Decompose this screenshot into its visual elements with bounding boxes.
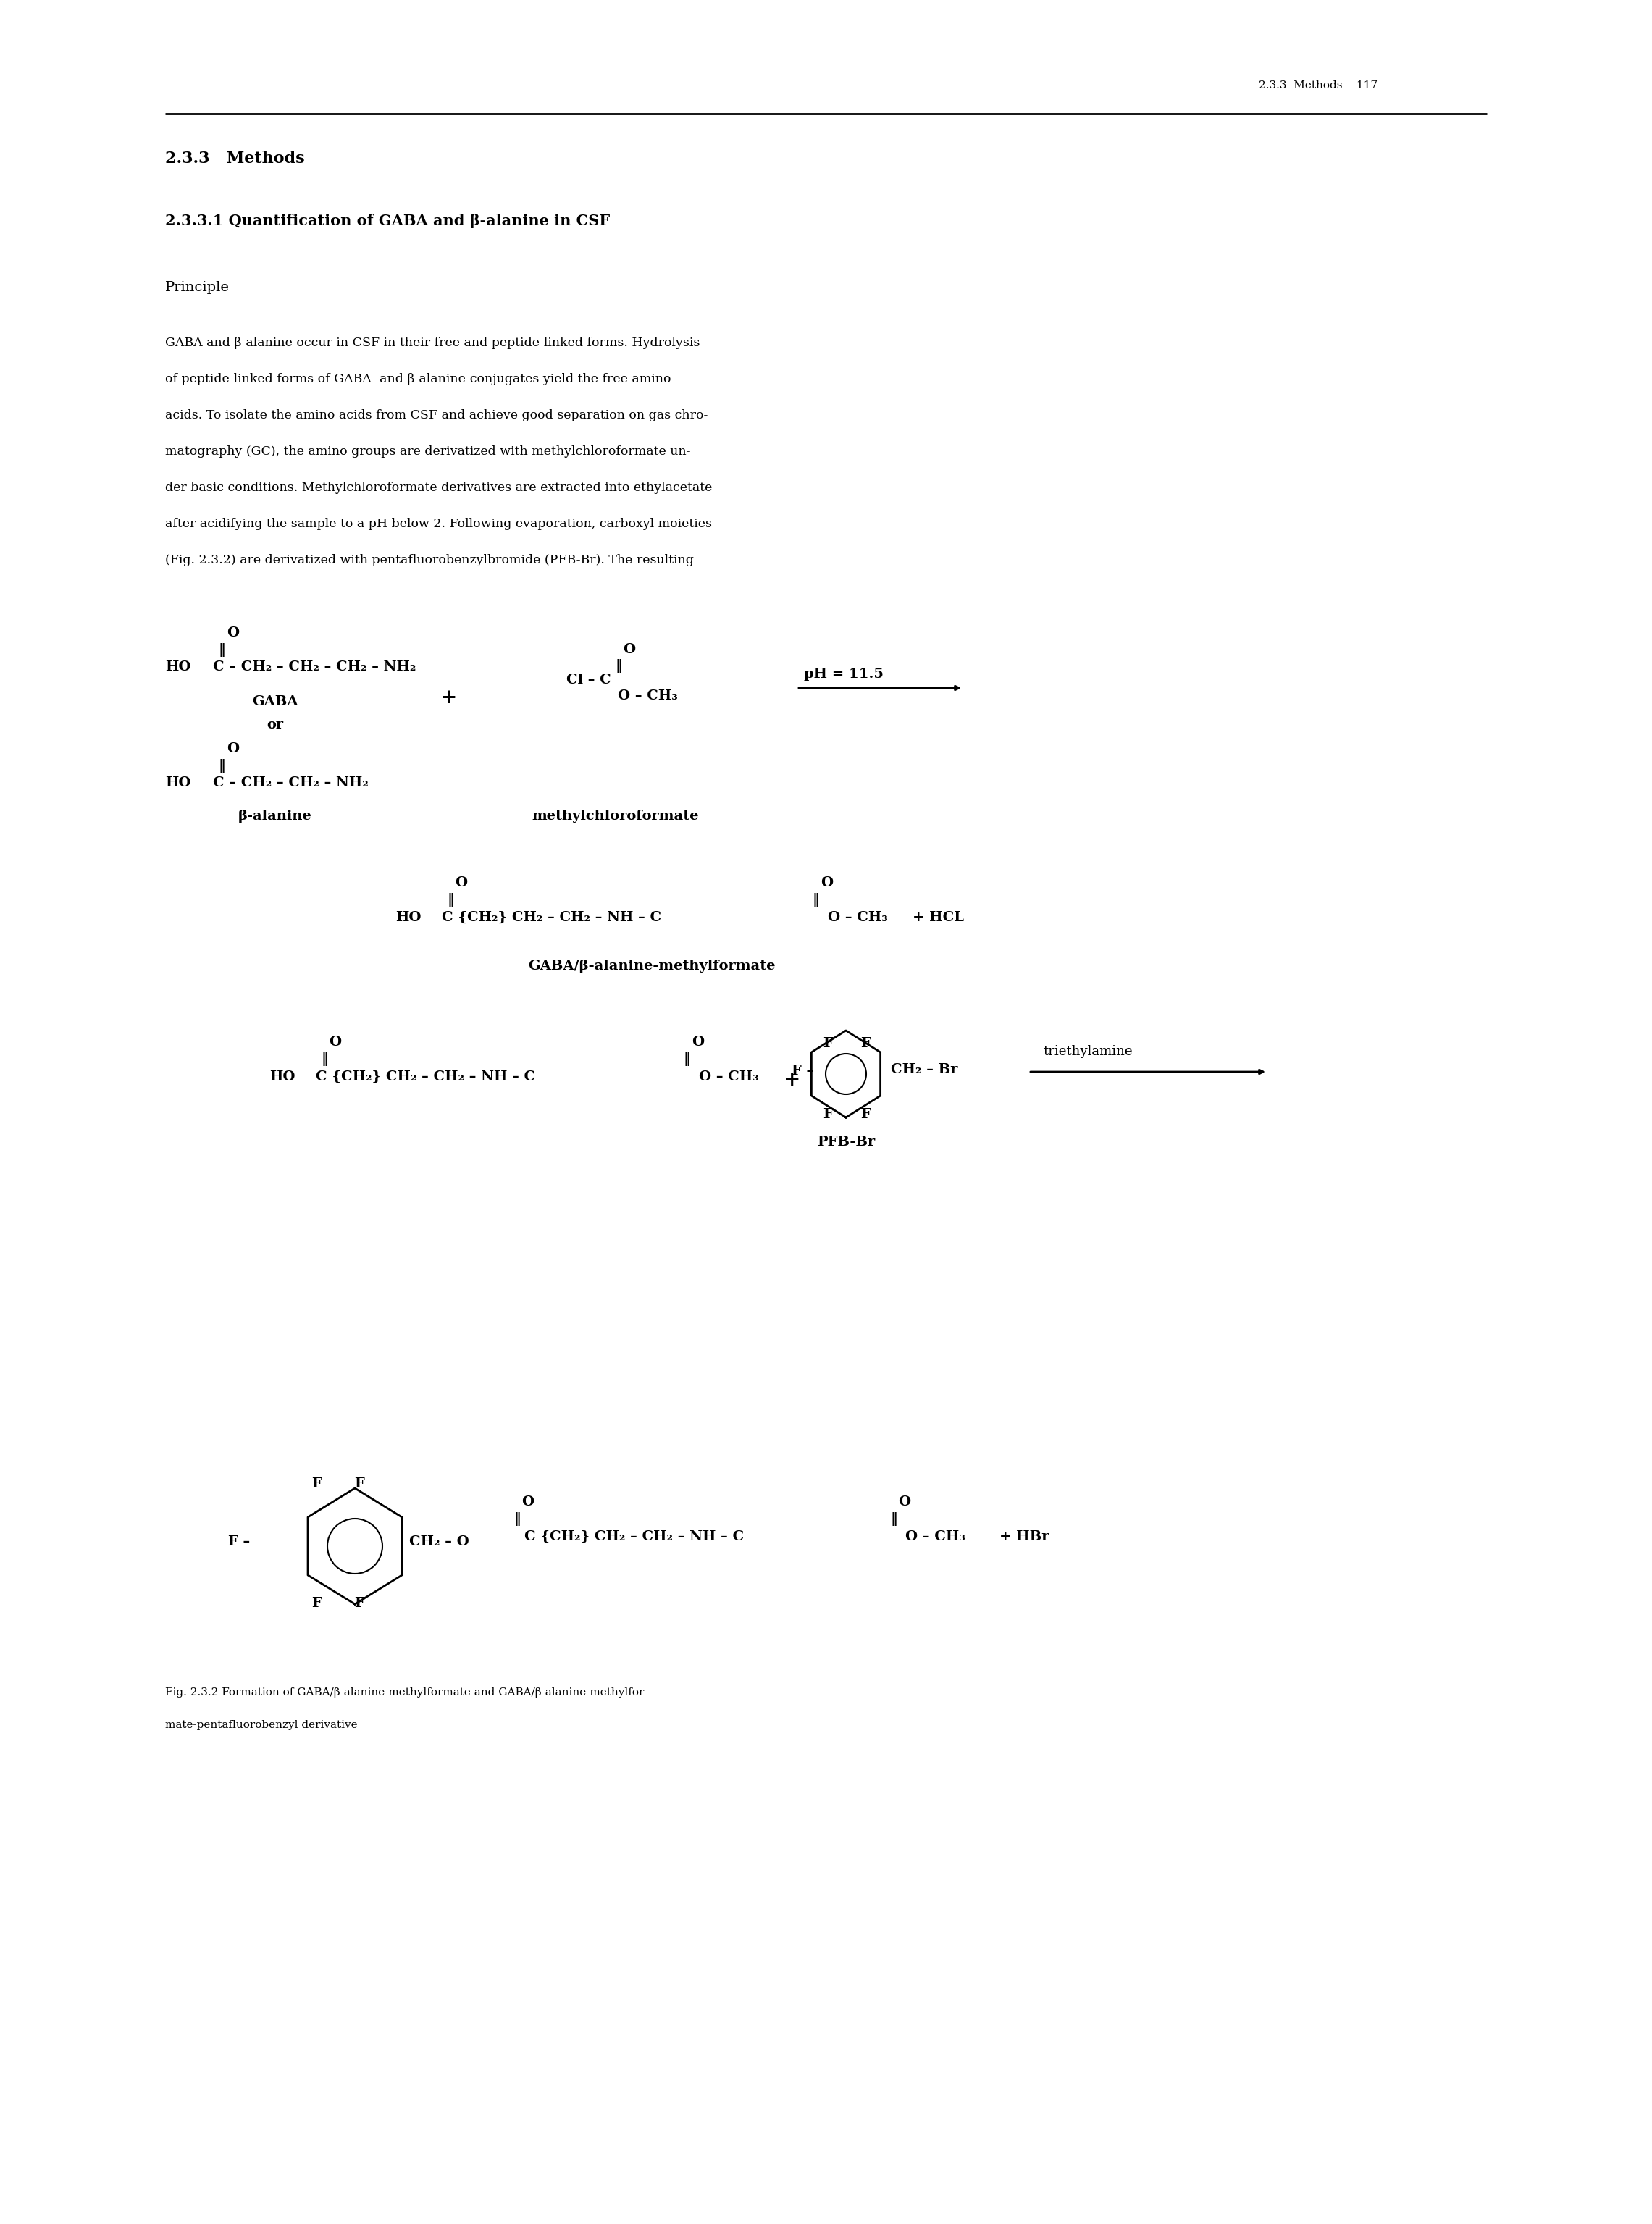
Text: C {CH₂} CH₂ – CH₂ – NH – C: C {CH₂} CH₂ – CH₂ – NH – C <box>316 1070 535 1083</box>
Text: (Fig. 2.3.2) are derivatized with pentafluorobenzylbromide (PFB-Br). The resulti: (Fig. 2.3.2) are derivatized with pentaf… <box>165 554 694 567</box>
Text: O: O <box>899 1495 910 1508</box>
Text: O: O <box>522 1495 534 1508</box>
Text: O – CH₃: O – CH₃ <box>618 689 677 703</box>
Text: 2.3.3.1 Quantification of GABA and β-alanine in CSF: 2.3.3.1 Quantification of GABA and β-ala… <box>165 214 610 229</box>
Text: HO: HO <box>165 776 192 790</box>
Text: GABA and β-alanine occur in CSF in their free and peptide-linked forms. Hydrolys: GABA and β-alanine occur in CSF in their… <box>165 336 700 349</box>
Text: triethylamine: triethylamine <box>1042 1045 1132 1059</box>
Text: CH₂ – O: CH₂ – O <box>410 1535 469 1548</box>
Text: methylchloroformate: methylchloroformate <box>532 810 699 823</box>
Text: CH₂ – Br: CH₂ – Br <box>890 1063 958 1076</box>
Text: F: F <box>312 1477 322 1490</box>
Text: F –: F – <box>791 1065 813 1079</box>
Text: or: or <box>268 718 284 732</box>
Text: HO: HO <box>395 912 421 923</box>
Text: ‖: ‖ <box>446 892 454 907</box>
Text: F: F <box>861 1036 871 1050</box>
Text: ‖: ‖ <box>218 643 226 656</box>
Text: O: O <box>454 876 468 890</box>
Text: ‖: ‖ <box>615 658 621 674</box>
Text: ‖: ‖ <box>684 1052 691 1065</box>
Text: after acidifying the sample to a pH below 2. Following evaporation, carboxyl moi: after acidifying the sample to a pH belo… <box>165 518 712 529</box>
Text: ‖: ‖ <box>218 758 226 772</box>
Text: PFB-Br: PFB-Br <box>816 1136 876 1148</box>
Text: GABA: GABA <box>253 696 299 707</box>
Text: 2.3.3  Methods    117: 2.3.3 Methods 117 <box>1259 80 1378 91</box>
Text: F: F <box>861 1108 871 1121</box>
Text: acids. To isolate the amino acids from CSF and achieve good separation on gas ch: acids. To isolate the amino acids from C… <box>165 409 707 423</box>
Text: mate-pentafluorobenzyl derivative: mate-pentafluorobenzyl derivative <box>165 1719 357 1730</box>
Text: O: O <box>821 876 833 890</box>
Text: F –: F – <box>228 1535 249 1548</box>
Text: O: O <box>226 743 240 756</box>
Text: F: F <box>823 1036 833 1050</box>
Text: C – CH₂ – CH₂ – NH₂: C – CH₂ – CH₂ – NH₂ <box>213 776 368 790</box>
Text: HO: HO <box>269 1070 296 1083</box>
Text: ‖: ‖ <box>890 1512 897 1526</box>
Text: C {CH₂} CH₂ – CH₂ – NH – C: C {CH₂} CH₂ – CH₂ – NH – C <box>441 912 661 923</box>
Text: HO: HO <box>165 661 192 674</box>
Text: O: O <box>226 627 240 641</box>
Text: F: F <box>312 1597 322 1610</box>
Text: GABA/β-alanine-methylformate: GABA/β-alanine-methylformate <box>529 959 775 972</box>
Text: + HBr: + HBr <box>999 1530 1049 1543</box>
Text: Cl – C: Cl – C <box>567 674 611 687</box>
Text: β-alanine: β-alanine <box>238 810 312 823</box>
Text: O – CH₃: O – CH₃ <box>699 1070 758 1083</box>
Text: +: + <box>441 687 458 707</box>
Text: of peptide-linked forms of GABA- and β-alanine-conjugates yield the free amino: of peptide-linked forms of GABA- and β-a… <box>165 374 671 385</box>
Text: O: O <box>692 1036 704 1050</box>
Text: ‖: ‖ <box>813 892 819 907</box>
Text: +: + <box>783 1070 808 1090</box>
Text: ‖: ‖ <box>514 1512 520 1526</box>
Text: der basic conditions. Methylchloroformate derivatives are extracted into ethylac: der basic conditions. Methylchloroformat… <box>165 483 712 494</box>
Text: + HCL: + HCL <box>912 912 963 923</box>
Text: Principle: Principle <box>165 280 230 294</box>
Text: O – CH₃: O – CH₃ <box>905 1530 965 1543</box>
Text: 2.3.3   Methods: 2.3.3 Methods <box>165 151 304 167</box>
Text: O: O <box>623 643 636 656</box>
Text: matography (GC), the amino groups are derivatized with methylchloroformate un-: matography (GC), the amino groups are de… <box>165 445 691 458</box>
Text: C {CH₂} CH₂ – CH₂ – NH – C: C {CH₂} CH₂ – CH₂ – NH – C <box>524 1530 743 1543</box>
Text: Fig. 2.3.2 Formation of GABA/β-alanine-methylformate and GABA/β-alanine-methylfo: Fig. 2.3.2 Formation of GABA/β-alanine-m… <box>165 1688 648 1697</box>
Text: F: F <box>354 1477 363 1490</box>
Text: F: F <box>823 1108 833 1121</box>
Text: ‖: ‖ <box>320 1052 327 1065</box>
Text: O: O <box>329 1036 342 1050</box>
Text: pH = 11.5: pH = 11.5 <box>805 667 884 681</box>
Text: O – CH₃: O – CH₃ <box>828 912 887 923</box>
Text: C – CH₂ – CH₂ – CH₂ – NH₂: C – CH₂ – CH₂ – CH₂ – NH₂ <box>213 661 416 674</box>
Text: F: F <box>354 1597 363 1610</box>
